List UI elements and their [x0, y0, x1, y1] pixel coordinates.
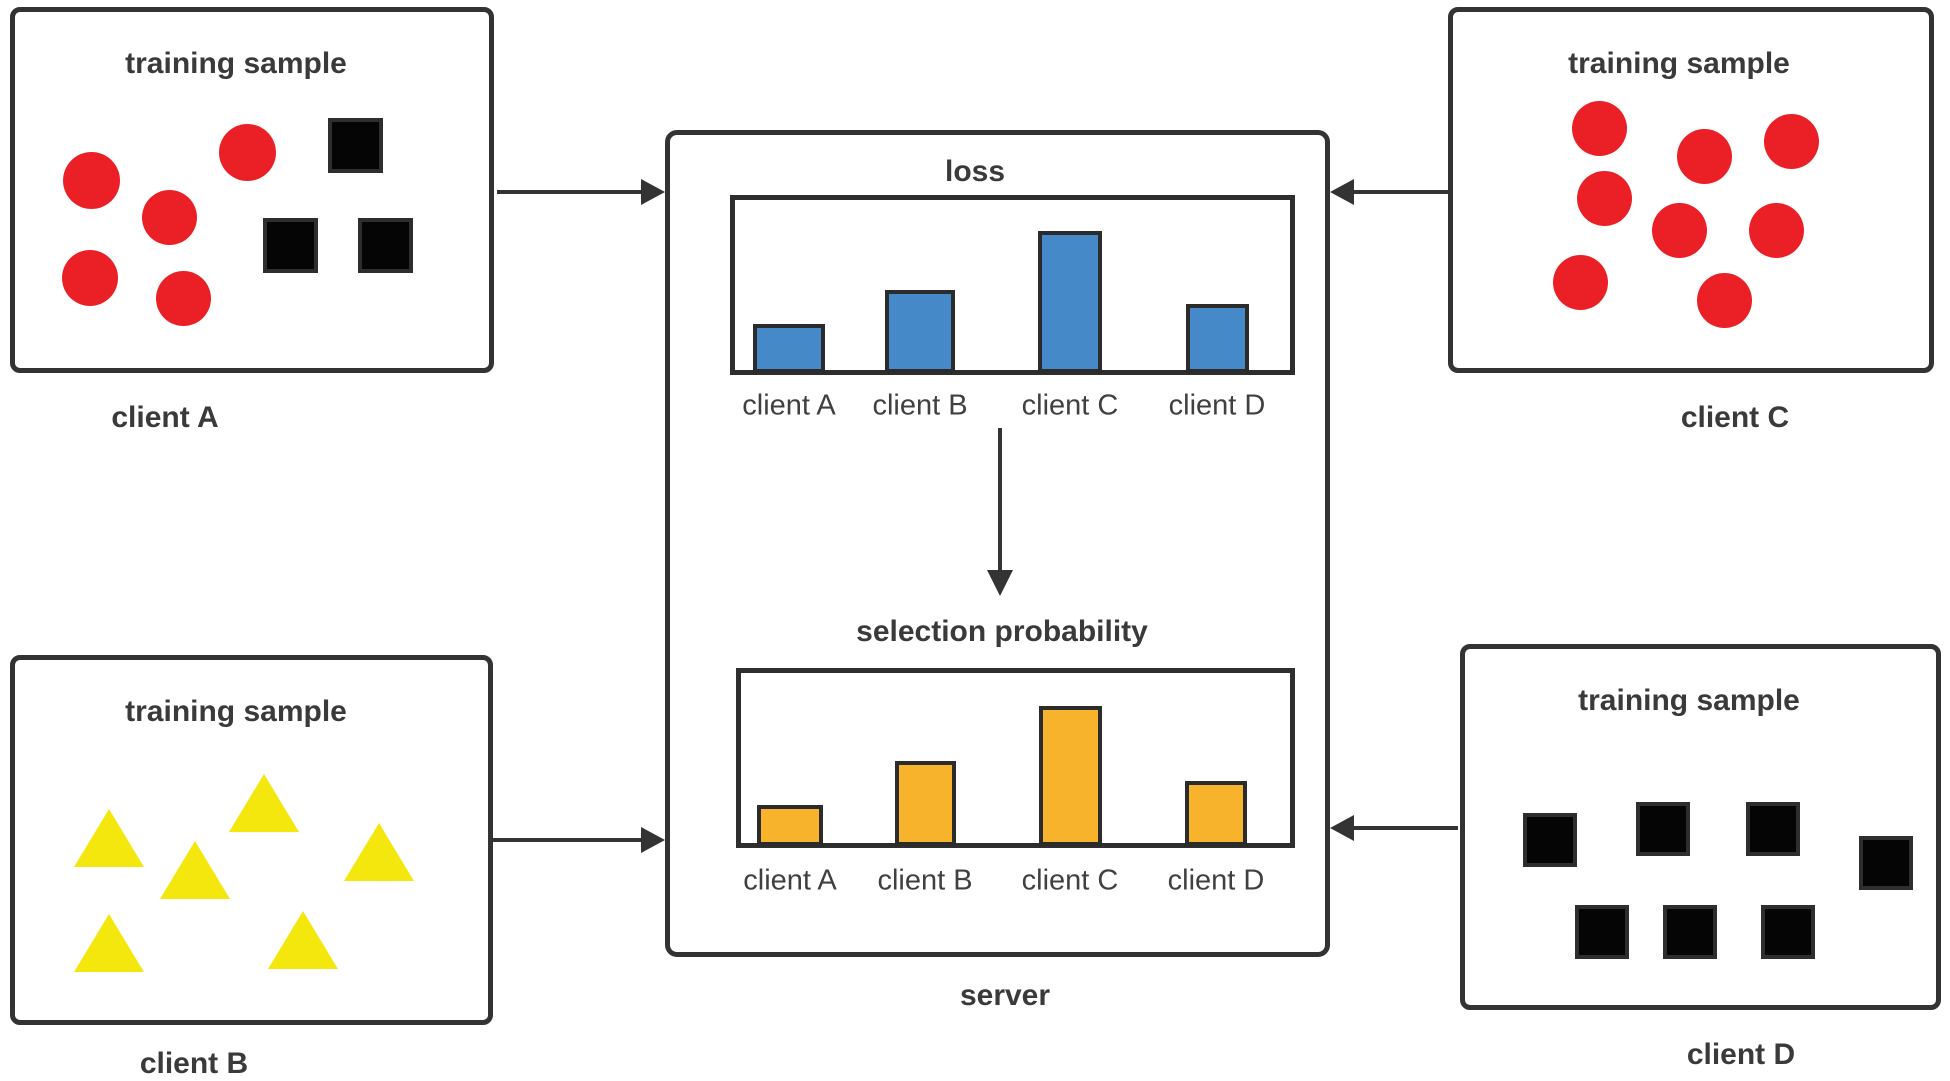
- selection-bar-client-d: [1185, 781, 1247, 846]
- client-c-circle-sample-3: [1763, 113, 1819, 169]
- selection-chart-title: selection probability: [856, 615, 1148, 648]
- client-c-circle-sample-2: [1676, 128, 1732, 184]
- client-d-square-sample-7: [1761, 905, 1815, 959]
- arrow-client-a-to-server-head: [641, 179, 665, 205]
- client-a-square-sample-6: [327, 117, 383, 173]
- loss-tick-client-a: client A: [742, 389, 836, 422]
- loss-bar-client-c: [1038, 231, 1102, 373]
- arrow-loss-to-selection-head: [987, 570, 1013, 596]
- arrow-client-b-to-server-shaft: [493, 838, 645, 842]
- arrow-loss-to-selection-shaft: [998, 428, 1002, 574]
- client-c-training-sample-title: training sample: [1568, 47, 1790, 80]
- client-d-square-sample-5: [1575, 905, 1629, 959]
- client-a-circle-sample-4: [62, 250, 118, 306]
- loss-bar-client-d: [1185, 304, 1249, 373]
- client-a-circle-sample-2: [218, 123, 276, 181]
- client-c-circle-sample-1: [1571, 100, 1627, 156]
- client-d-training-sample-title: training sample: [1578, 684, 1800, 717]
- client-b-training-sample-title: training sample: [125, 695, 347, 728]
- loss-bar-client-b: [885, 290, 955, 373]
- selection-tick-client-a: client A: [743, 864, 837, 897]
- loss-tick-client-d: client D: [1168, 389, 1266, 422]
- client-d-square-sample-6: [1663, 905, 1717, 959]
- client-a-circle-sample-5: [155, 270, 211, 326]
- client-d-square-sample-1: [1523, 813, 1577, 867]
- loss-tick-client-b: client B: [872, 389, 968, 422]
- loss-tick-client-c: client C: [1021, 389, 1119, 422]
- arrow-client-c-to-server-head: [1330, 179, 1354, 205]
- client-a-circle-sample-1: [62, 151, 120, 209]
- client-c-circle-sample-6: [1748, 202, 1804, 258]
- selection-bar-client-a: [757, 805, 823, 846]
- selection-bar-client-c: [1038, 706, 1102, 846]
- client-a-square-sample-7: [262, 217, 318, 273]
- arrow-client-d-to-server-head: [1330, 815, 1354, 841]
- arrow-client-d-to-server-shaft: [1350, 826, 1458, 830]
- client-a-square-sample-8: [357, 217, 413, 273]
- selection-tick-client-c: client C: [1021, 864, 1119, 897]
- server-label: server: [959, 979, 1051, 1012]
- client-c-circle-sample-8: [1696, 272, 1752, 328]
- client-c-label: client C: [1680, 401, 1790, 434]
- selection-bar-client-b: [894, 761, 956, 846]
- client-d-square-sample-3: [1746, 802, 1800, 856]
- arrow-client-c-to-server-shaft: [1350, 190, 1448, 194]
- selection-tick-client-b: client B: [877, 864, 973, 897]
- client-b-label: client B: [139, 1047, 249, 1080]
- arrow-client-b-to-server-head: [641, 827, 665, 853]
- client-a-circle-sample-3: [141, 189, 197, 245]
- client-c-circle-sample-7: [1552, 254, 1608, 310]
- client-c-circle-sample-5: [1651, 202, 1707, 258]
- client-d-square-sample-2: [1636, 802, 1690, 856]
- client-d-square-sample-4: [1859, 836, 1913, 890]
- loss-bar-client-a: [753, 324, 825, 373]
- client-d-label: client D: [1686, 1038, 1796, 1071]
- loss-chart-title: loss: [944, 155, 1006, 188]
- arrow-client-a-to-server-shaft: [497, 190, 645, 194]
- client-a-training-sample-title: training sample: [125, 47, 347, 80]
- client-c-box: [1448, 7, 1934, 373]
- client-c-circle-sample-4: [1576, 170, 1632, 226]
- selection-tick-client-d: client D: [1167, 864, 1265, 897]
- client-a-label: client A: [111, 401, 219, 434]
